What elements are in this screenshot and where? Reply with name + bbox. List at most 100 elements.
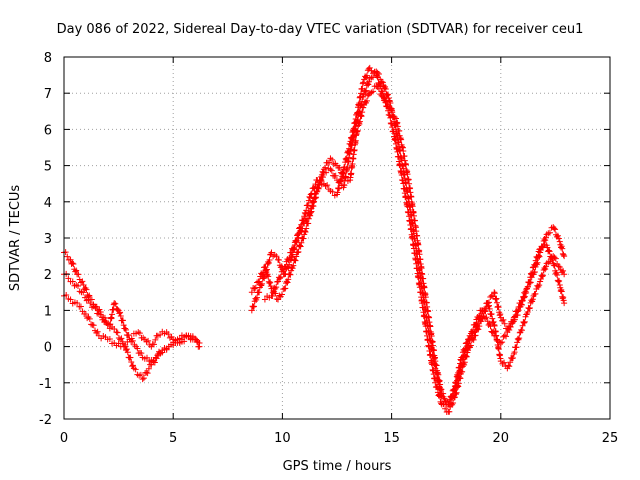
data-point-track-f (380, 82, 387, 89)
data-markers (61, 64, 568, 415)
y-tick-label: 1 (44, 304, 52, 319)
data-point-track-f (432, 365, 439, 372)
data-point-track-c (102, 317, 109, 324)
data-point-track-f (460, 353, 467, 360)
data-point-track-f (487, 323, 494, 330)
axis-ticks (63, 56, 611, 420)
data-point-track-d (559, 245, 566, 252)
data-point-track-f (374, 69, 381, 76)
data-point-track-e (334, 162, 340, 169)
data-point-track-f (307, 206, 314, 213)
data-point-track-a (146, 358, 153, 365)
data-point-track-d (268, 249, 275, 256)
data-point-track-f (499, 339, 506, 346)
data-point-track-f (435, 377, 442, 384)
data-point-track-d (499, 317, 506, 324)
y-tick-label: -2 (39, 413, 52, 428)
data-point-track-e (501, 359, 508, 366)
data-point-track-f (358, 102, 365, 109)
data-point-track-f (529, 269, 536, 276)
data-point-track-c (114, 329, 121, 336)
data-point-track-d (551, 225, 558, 232)
x-axis-label: GPS time / hours (283, 459, 392, 474)
data-point-track-f (515, 304, 522, 311)
data-point-track-f (467, 335, 474, 342)
data-point-track-b (94, 328, 101, 335)
data-point-track-f (261, 296, 268, 303)
data-point-track-c (145, 365, 152, 372)
data-point-track-c (153, 355, 160, 362)
data-point-track-f (478, 307, 485, 314)
data-point-track-a (139, 354, 146, 361)
data-point-track-f (276, 275, 283, 282)
y-tick-labels: -2 -1 0 1 2 3 4 5 6 7 8 (39, 51, 52, 428)
data-point-track-d (561, 253, 568, 260)
data-point-track-e (294, 249, 301, 256)
data-point-track-d (336, 185, 343, 192)
data-point-track-f (273, 284, 280, 291)
data-point-track-a (69, 260, 76, 267)
data-point-track-f (304, 215, 311, 222)
data-point-track-f (463, 346, 470, 353)
data-point-track-d (253, 294, 260, 301)
x-tick-label: 10 (274, 431, 291, 446)
data-point-track-e (261, 263, 268, 270)
data-point-track-c (165, 343, 172, 350)
data-point-track-f (365, 81, 372, 88)
data-point-track-f (320, 169, 327, 176)
data-point-track-a (112, 300, 119, 307)
data-point-track-f (384, 91, 391, 98)
y-tick-label: 0 (44, 341, 52, 356)
data-point-track-e (295, 248, 302, 255)
data-point-track-e (248, 289, 255, 296)
data-point-track-f (548, 254, 555, 261)
data-point-track-c (118, 335, 125, 342)
data-point-track-f (504, 329, 511, 336)
data-point-track-f (464, 342, 471, 349)
data-point-track-f (313, 190, 320, 197)
x-tick-label: 0 (60, 431, 68, 446)
data-point-track-d (327, 187, 334, 194)
data-point-track-b (148, 343, 155, 350)
y-tick-label: 8 (44, 51, 52, 66)
data-point-track-f (429, 346, 436, 353)
data-point-track-e (284, 279, 291, 286)
data-point-track-f (416, 269, 423, 276)
data-point-track-e (556, 263, 563, 270)
data-point-track-b (95, 332, 102, 339)
data-point-track-c (183, 332, 190, 339)
data-point-track-c (65, 275, 72, 282)
data-point-track-f (387, 99, 394, 106)
data-point-track-e (521, 318, 528, 325)
data-point-track-e (255, 278, 262, 285)
data-point-track-b (86, 315, 93, 322)
data-point-track-f (366, 78, 373, 85)
data-point-track-e (484, 300, 491, 307)
data-point-track-f (458, 361, 465, 368)
data-point-track-d (366, 64, 373, 71)
data-point-track-f (510, 314, 517, 321)
data-point-track-a (119, 317, 126, 324)
data-point-track-f (342, 173, 349, 180)
data-point-track-e (378, 92, 385, 99)
data-point-track-f (561, 300, 568, 307)
data-point-track-c (130, 362, 137, 369)
data-point-track-a (117, 312, 124, 319)
data-point-track-d (386, 111, 393, 118)
data-point-track-b (152, 336, 159, 343)
data-point-track-f (294, 235, 301, 241)
data-point-track-d (252, 295, 259, 302)
series-track-e (250, 83, 567, 408)
data-point-track-e (513, 344, 520, 351)
data-point-track-f (353, 119, 360, 126)
data-point-track-f (445, 401, 452, 408)
data-point-track-e (370, 88, 377, 95)
data-point-track-d (550, 224, 557, 231)
data-point-track-e (491, 321, 498, 328)
data-point-track-e (276, 292, 283, 299)
data-point-track-d (261, 275, 268, 282)
data-point-track-c (124, 349, 131, 356)
data-point-track-c (69, 278, 76, 285)
data-point-track-e (530, 292, 537, 299)
